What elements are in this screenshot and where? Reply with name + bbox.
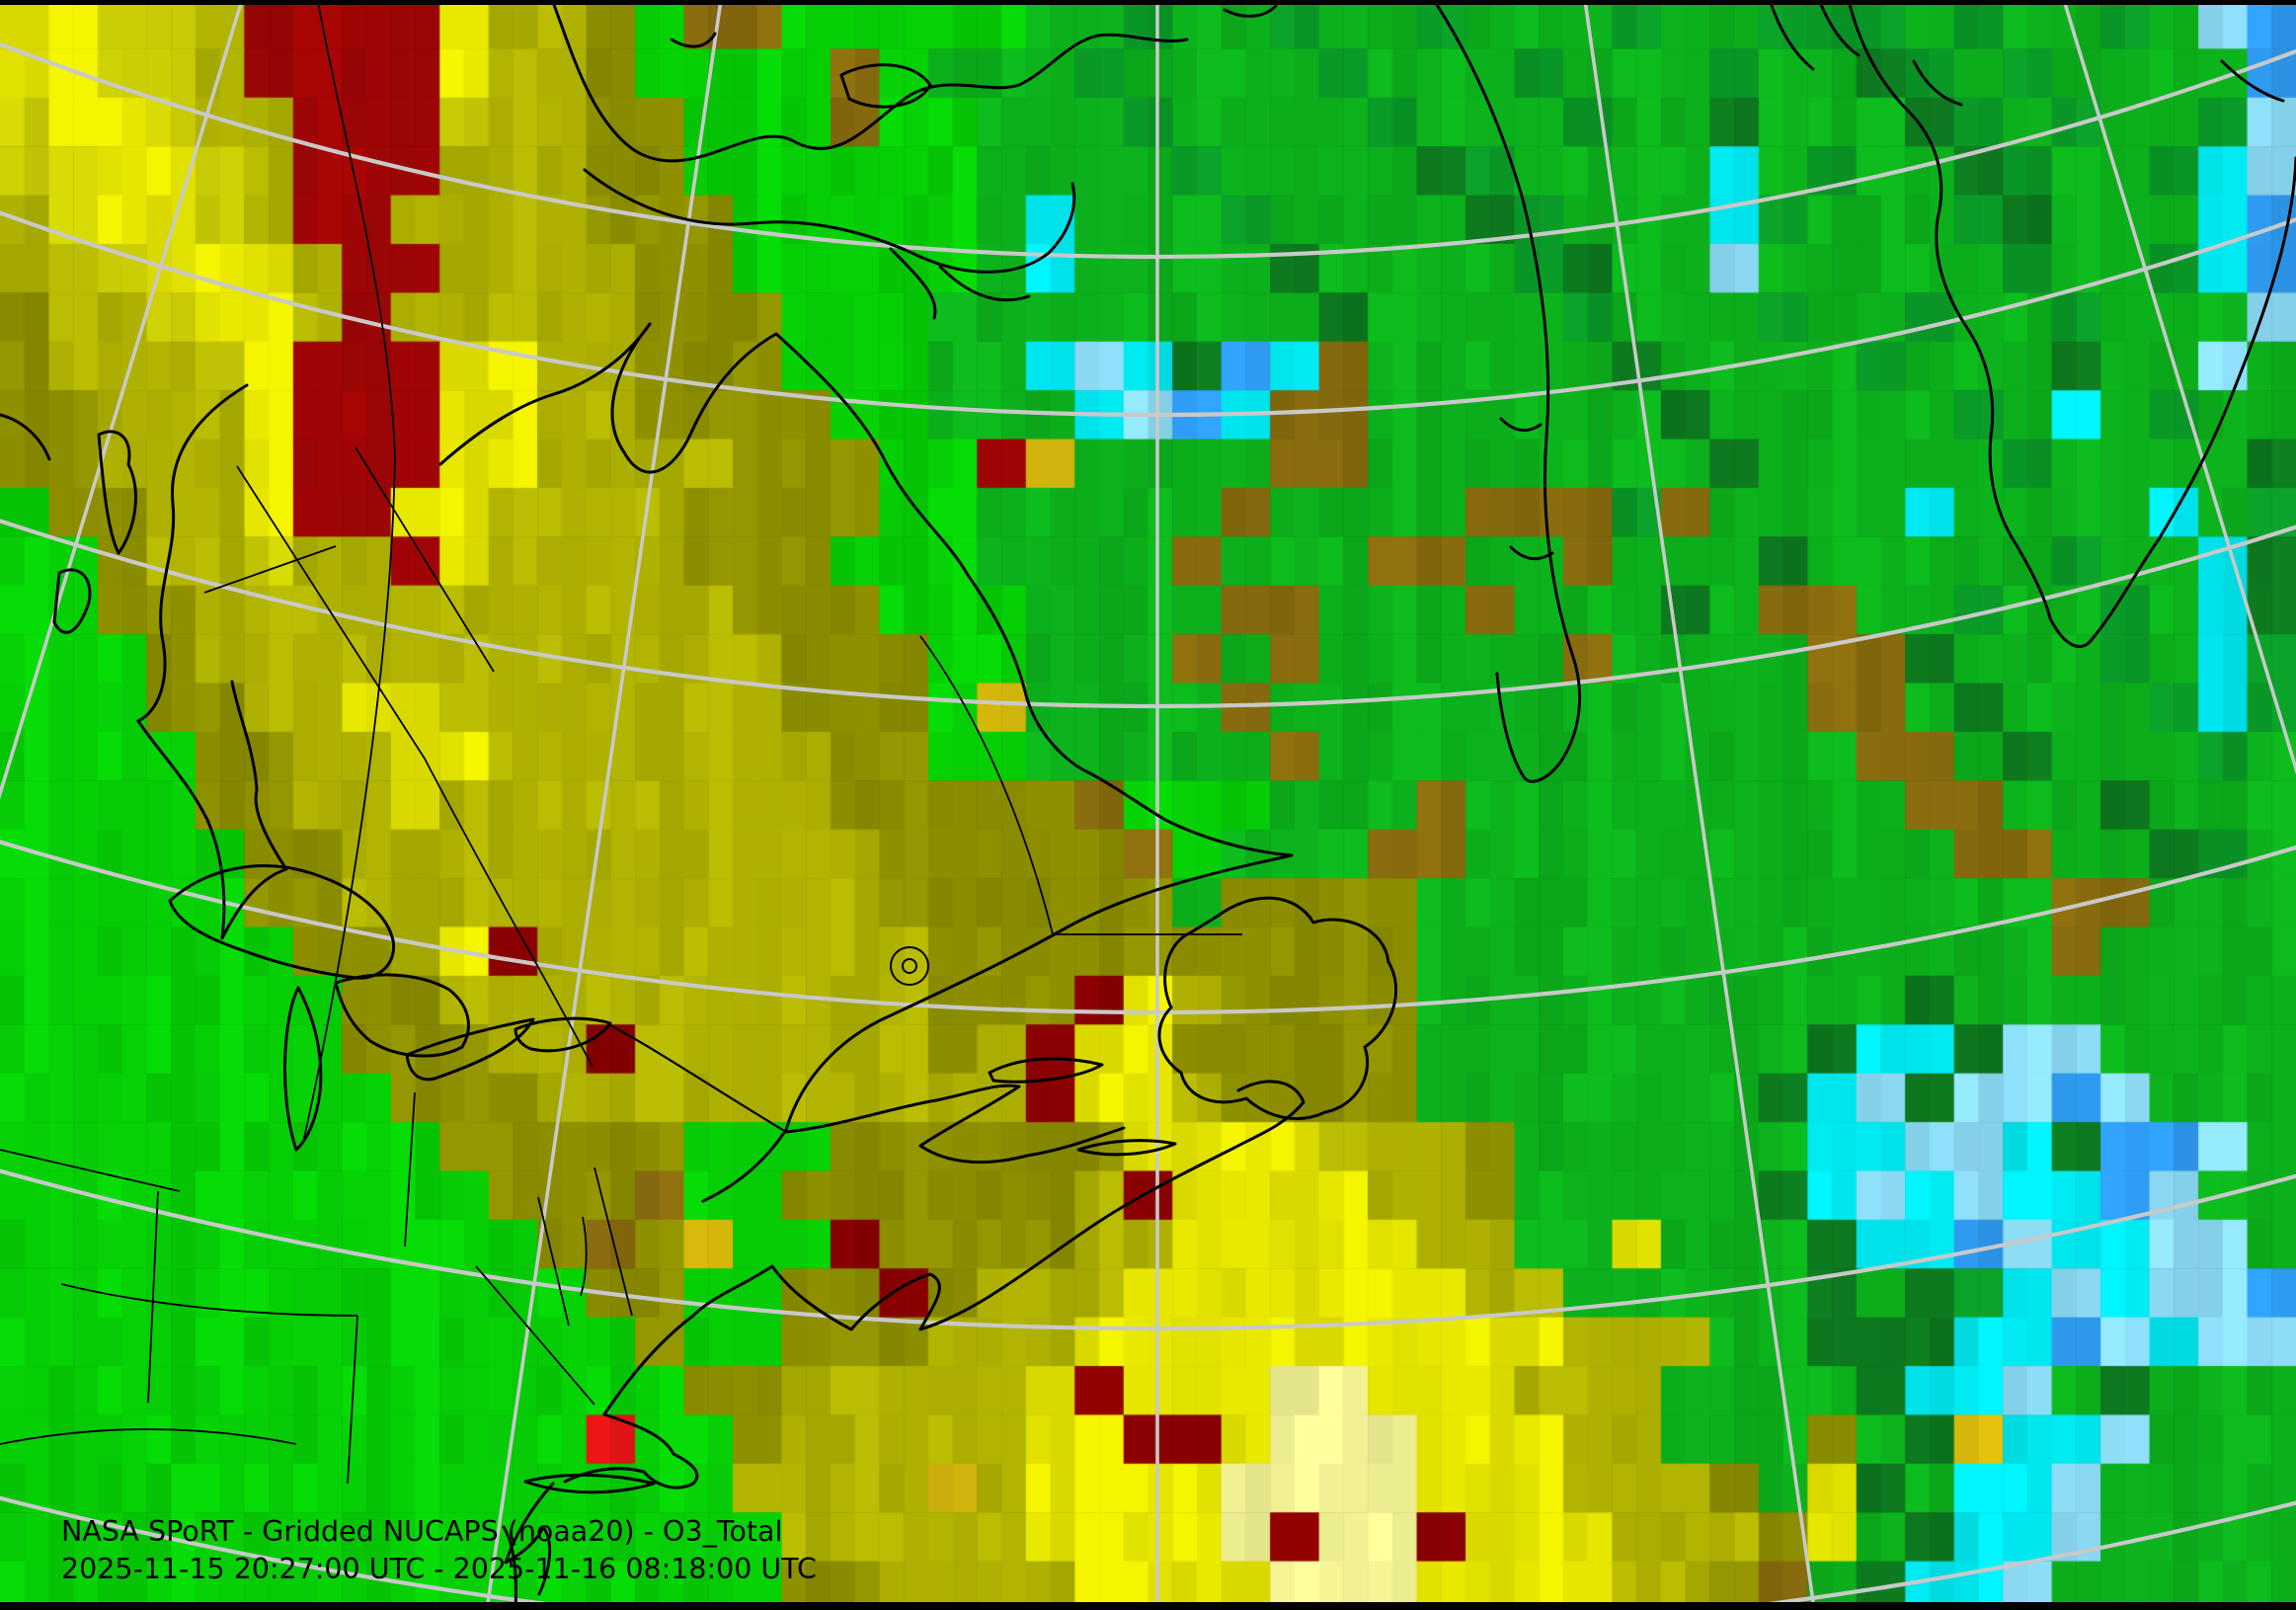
- graticule-meridian: [2062, 0, 2296, 775]
- map-title: NASA SPoRT - Gridded NUCAPS (noaa20) - O…: [61, 1515, 783, 1548]
- baffin-east-coast: [1432, 0, 1582, 783]
- baffin-arctic-coast: [551, 0, 1189, 163]
- province-border: [203, 446, 495, 673]
- greenland-coast: [1847, 0, 2296, 648]
- lake-champlain: [580, 1216, 588, 1297]
- manicouagan-ring: [890, 946, 929, 986]
- state-border: [537, 1167, 633, 1327]
- lake-michigan: [282, 986, 323, 1152]
- hudson-strait-ungava-labrador-coast: [438, 322, 1294, 1203]
- graticule-meridian: [1583, 0, 1816, 1610]
- graticule-parallel: [0, 1168, 2296, 1329]
- baffin-south-coast: [583, 168, 1076, 320]
- lake-erie: [405, 1017, 535, 1082]
- nova-scotia-fundy-maine-coast: [563, 1080, 1306, 1489]
- map-frame-top: [0, 0, 2296, 5]
- graticule-parallel: [0, 209, 2296, 417]
- map-caption: NASA SPoRT - Gridded NUCAPS (noaa20) - O…: [61, 1513, 817, 1588]
- map-frame-bottom: [0, 1602, 2296, 1610]
- lake-ontario: [514, 1016, 612, 1053]
- graticule-parallel: [0, 519, 2296, 707]
- political-border-layer: [0, 1, 1242, 1485]
- province-border: [303, 1, 396, 1139]
- greenland-fjords: [1768, 0, 2285, 107]
- state-border: [0, 1149, 181, 1404]
- hudson-bay-islands: [0, 413, 137, 634]
- prince-edward-island: [1076, 1139, 1177, 1157]
- quebec-labrador-border: [919, 635, 1242, 935]
- state-border: [60, 1283, 358, 1485]
- newfoundland-coast: [1157, 896, 1397, 1121]
- hudson-bay-coast: [136, 383, 288, 940]
- state-border: [404, 1091, 595, 1406]
- map-time-range: 2025-11-15 20:27:00 UTC - 2025-11-16 08:…: [61, 1553, 817, 1585]
- new-jersey-delmarva-coast: [502, 1482, 555, 1610]
- province-border: [236, 465, 594, 1068]
- anticosti-island: [988, 1057, 1104, 1084]
- graticule-meridian: [0, 0, 244, 800]
- st-lawrence-river: [608, 1023, 788, 1134]
- graticule-meridian: [485, 0, 723, 1610]
- gaspe-new-brunswick-coast: [784, 1084, 1126, 1164]
- lake-huron: [334, 973, 470, 1058]
- arctic-island: [670, 4, 1278, 109]
- state-border: [0, 1428, 297, 1445]
- long-island: [523, 1473, 656, 1494]
- lake-superior: [168, 864, 396, 980]
